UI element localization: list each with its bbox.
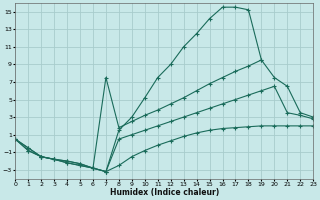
X-axis label: Humidex (Indice chaleur): Humidex (Indice chaleur) — [109, 188, 219, 197]
